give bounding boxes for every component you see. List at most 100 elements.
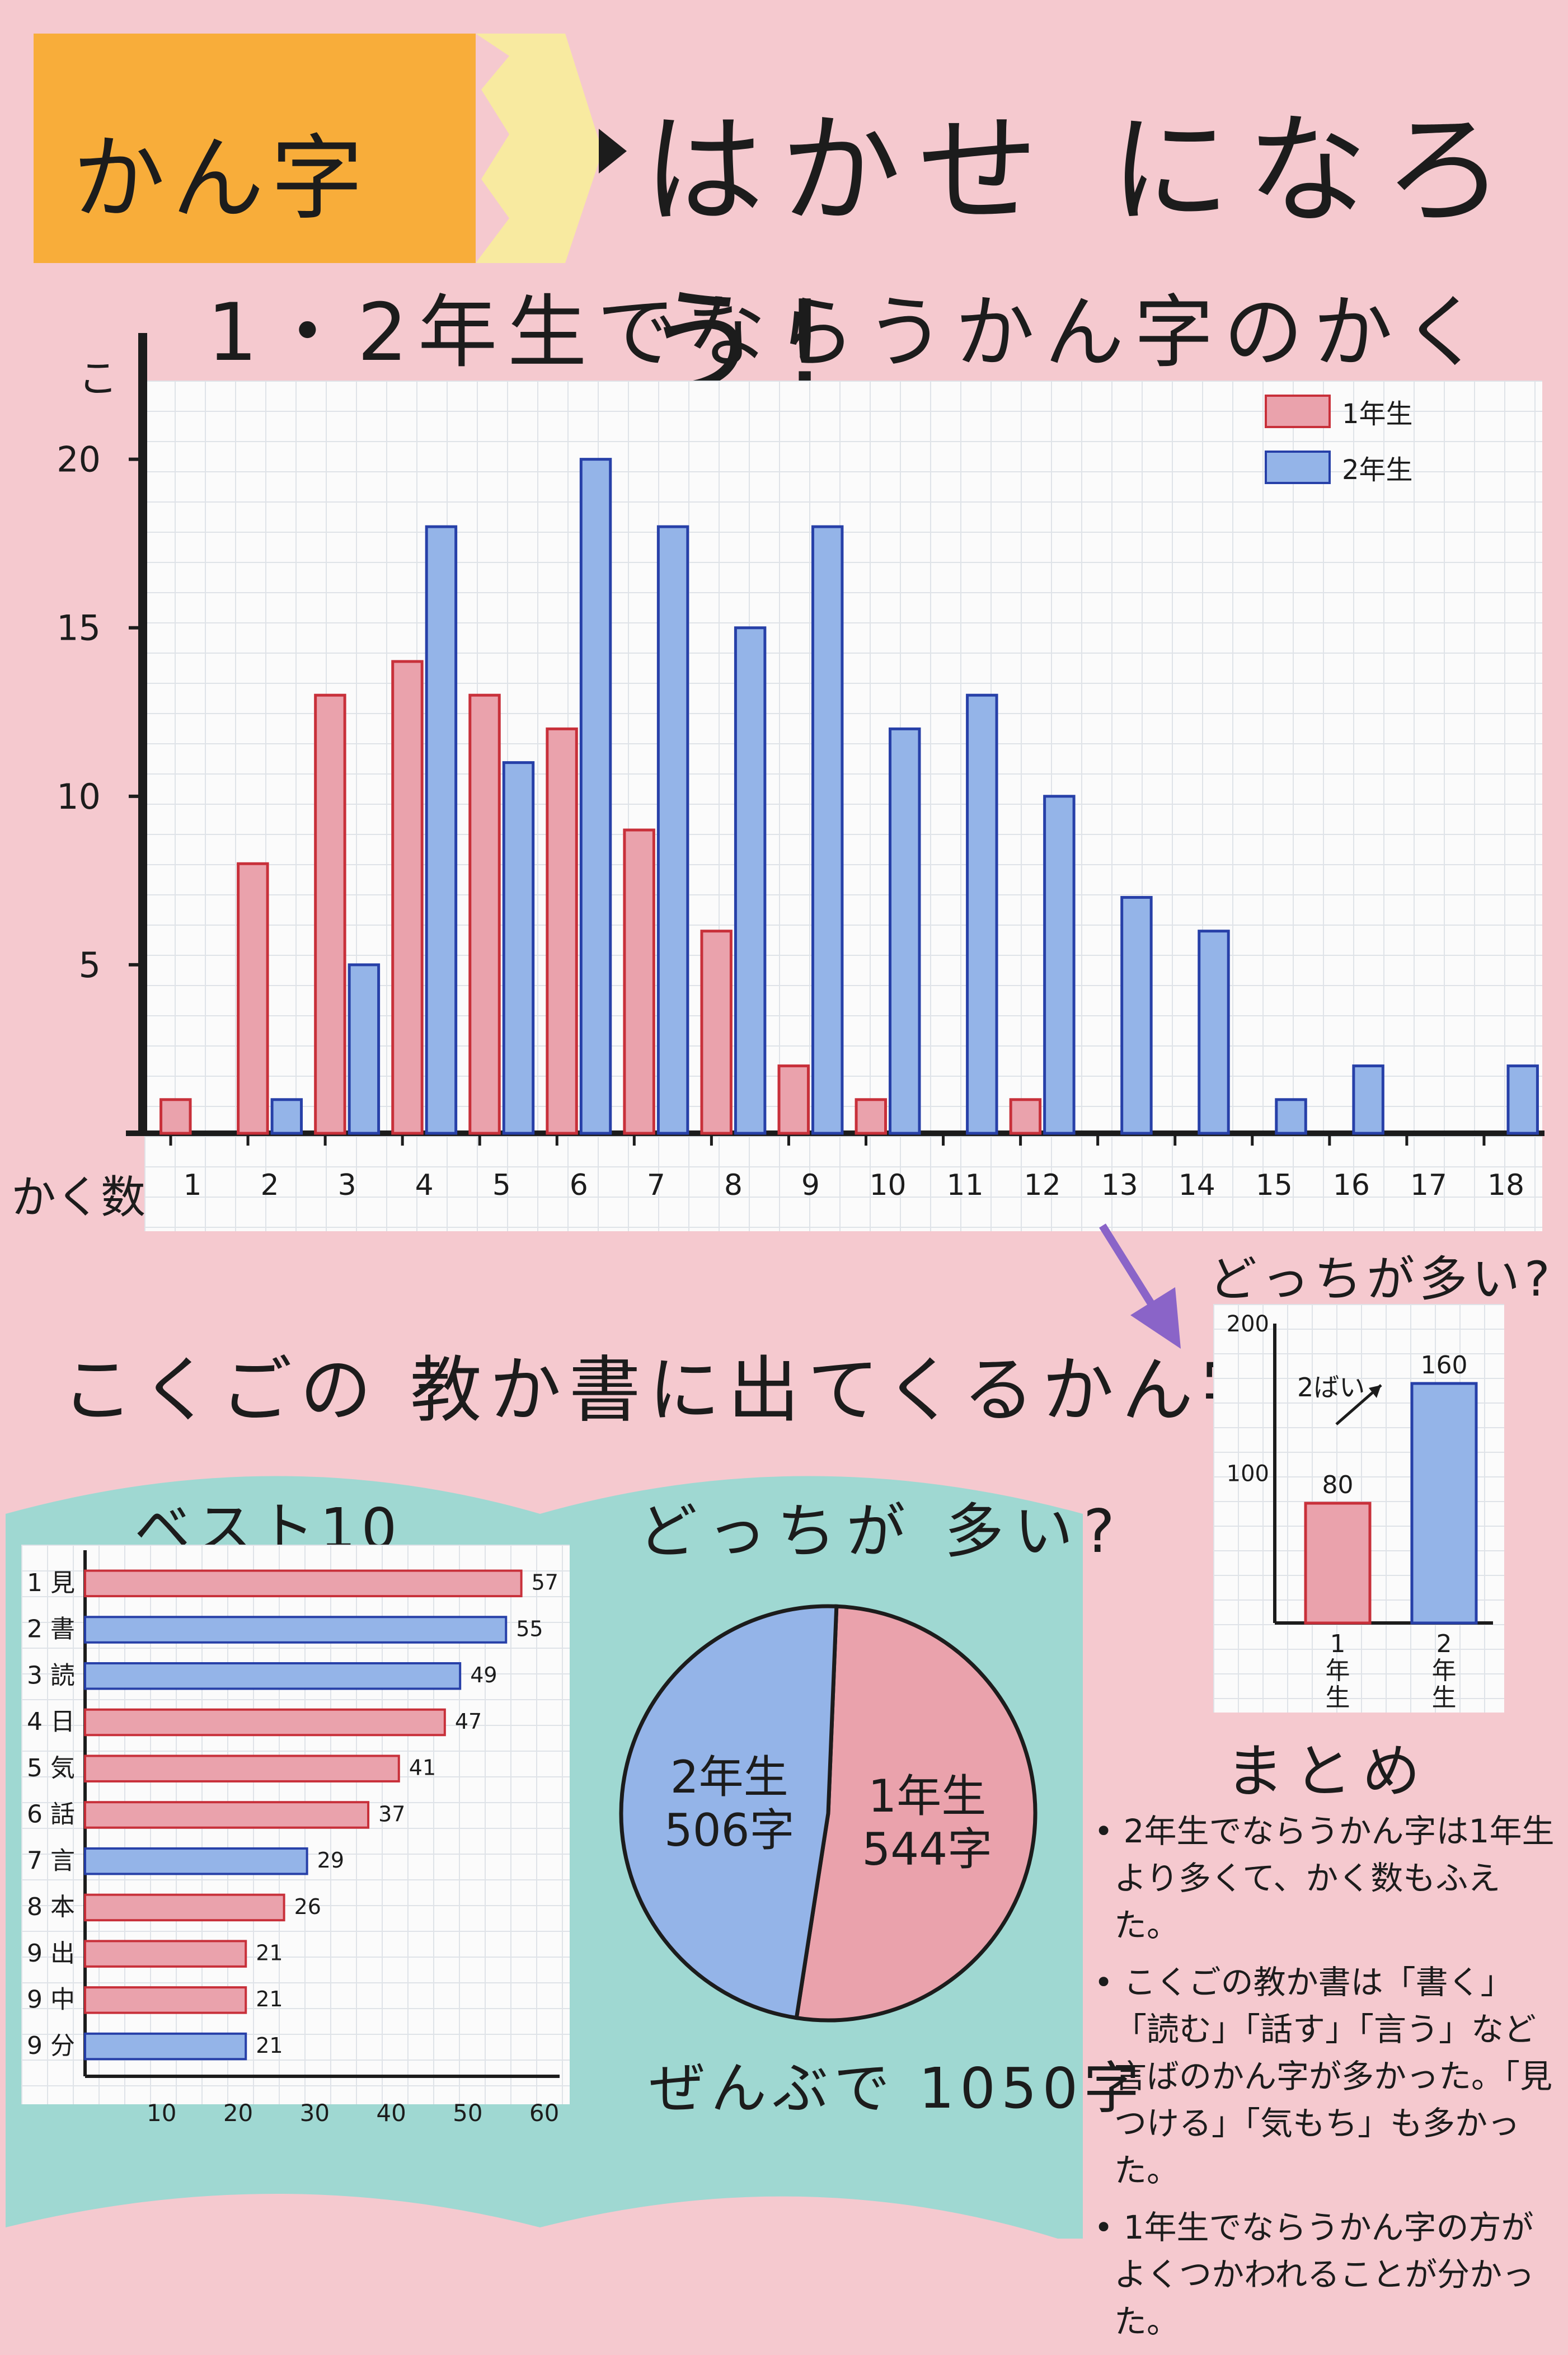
best10-bar <box>84 1801 370 1829</box>
best10-x-tick-label: 40 <box>376 2099 406 2127</box>
best10-bar-chart: 10 20 30 40 50 60 1 見 57 2 書 55 3 読 49 4 日 47 5 気 41 6 話… <box>27 1550 560 2127</box>
title-pencil-text: かん字 <box>73 125 370 232</box>
bar-grade1-4 <box>391 660 424 1135</box>
comparison-bar-1 <box>1304 1502 1372 1625</box>
best10-bar <box>84 1893 285 1922</box>
best10-x-tick-label: 50 <box>453 2099 482 2127</box>
bar-grade1-3 <box>314 693 346 1135</box>
best10-bar <box>84 1708 446 1737</box>
pie-title: どっちが 多い? <box>638 1497 1125 1566</box>
comparison-category-label: 生 <box>1326 1683 1350 1712</box>
best10-category-label: 7 言 <box>27 1846 75 1875</box>
x-tick-label: 5 <box>492 1169 511 1202</box>
bar-grade1-6 <box>546 727 578 1135</box>
legend-label-grade2: 2年生 <box>1342 454 1413 486</box>
best10-bar <box>84 1940 247 1968</box>
bar-grade1-12 <box>1009 1098 1042 1135</box>
bar-grade2-15 <box>1275 1098 1307 1135</box>
bar-grade2-3 <box>348 963 381 1135</box>
summary-title: まとめ <box>1226 1737 1431 1805</box>
bar-grade1-9 <box>777 1064 810 1135</box>
y-tick-label: 10 <box>57 776 101 817</box>
pie-slice-2 <box>619 1604 839 2020</box>
best10-value-label: 21 <box>256 1940 283 1965</box>
best10-bar <box>84 1616 508 1644</box>
comparison-value-label: 160 <box>1421 1351 1468 1380</box>
y-tick-label: 15 <box>57 608 101 649</box>
best10-value-label: 55 <box>516 1616 543 1641</box>
best10-value-label: 49 <box>470 1663 497 1687</box>
best10-x-tick-label: 10 <box>147 2099 176 2127</box>
bar-grade2-5 <box>502 761 535 1135</box>
legend-swatch-grade1 <box>1265 395 1331 428</box>
bar-grade2-16 <box>1352 1064 1384 1135</box>
legend-label-grade1: 1年生 <box>1342 398 1413 430</box>
pie-slice-label: 506字 <box>664 1804 795 1856</box>
summary-item: • 1年生でならうかん字の方がよくつかわれることが分かった。 <box>1094 2208 1535 2340</box>
bar-grade1-5 <box>468 693 501 1135</box>
best10-category-label: 8 本 <box>27 1893 75 1921</box>
bar-grade2-7 <box>656 525 689 1135</box>
x-tick-label: 16 <box>1333 1169 1370 1202</box>
x-tick-label: 17 <box>1410 1169 1447 1202</box>
best10-value-label: 21 <box>256 1987 283 2011</box>
x-tick-label: 9 <box>801 1169 820 1202</box>
main-chart-legend: 1年生 2年生 <box>1265 392 1413 504</box>
bar-grade2-6 <box>579 458 612 1135</box>
pie-slice-label: 1年生 <box>868 1770 986 1822</box>
bar-grade2-9 <box>811 525 844 1135</box>
pie-slice-label: 544字 <box>862 1823 992 1875</box>
bar-grade2-11 <box>966 693 998 1135</box>
summary-list: • 2年生でならうかん字は1年生より多くて、かく数もふえた。 • こくごの教か書… <box>1094 1808 1558 2355</box>
bar-grade2-13 <box>1120 895 1153 1135</box>
pie-total: ぜんぶで 1050字 <box>649 2056 1146 2121</box>
summary-item: • 2年生でならうかん字は1年生より多くて、かく数もふえた。 <box>1094 1812 1555 1944</box>
annotation-arrowhead-icon <box>1369 1385 1381 1398</box>
best10-category-label: 4 日 <box>27 1707 75 1736</box>
comparison-y-tick-label: 200 <box>1227 1311 1269 1337</box>
bar-grade2-10 <box>889 727 921 1135</box>
best10-category-label: 1 見 <box>27 1569 75 1597</box>
comparison-category-label: 生 <box>1432 1683 1457 1712</box>
best10-category-label: 5 気 <box>27 1754 75 1782</box>
bar-grade1-10 <box>855 1098 888 1135</box>
bar-grade1-8 <box>700 930 733 1135</box>
section-heading: こくごの 教か書に出てくるかん字 <box>62 1349 1281 1432</box>
best10-x-tick-label: 30 <box>300 2099 330 2127</box>
x-tick-label: 11 <box>946 1169 983 1202</box>
comparison-annotation: 2ばい <box>1297 1372 1365 1402</box>
y-axis-unit: こ <box>78 355 118 401</box>
y-tick-label: 5 <box>79 945 101 986</box>
best10-bar <box>84 1569 523 1598</box>
best10-bar <box>84 2032 247 2061</box>
best10-category-label: 3 読 <box>27 1661 75 1690</box>
pencil-tip <box>599 129 627 173</box>
x-tick-label: 2 <box>261 1169 279 1202</box>
best10-value-label: 41 <box>409 1756 436 1780</box>
best10-bar <box>84 1754 400 1782</box>
best10-category-label: 6 話 <box>27 1800 75 1829</box>
pencil-wood <box>476 34 616 263</box>
best10-value-label: 47 <box>455 1709 482 1734</box>
x-tick-label: 3 <box>338 1169 356 1202</box>
best10-value-label: 26 <box>294 1894 321 1919</box>
bar-grade2-18 <box>1506 1064 1539 1135</box>
pencil-title-banner <box>34 34 627 263</box>
best10-value-label: 37 <box>378 1802 405 1826</box>
comparison-category-label: 年 <box>1432 1657 1457 1685</box>
best10-bar <box>84 1847 308 1875</box>
comparison-value-label: 80 <box>1322 1471 1354 1499</box>
x-tick-label: 6 <box>570 1169 588 1202</box>
x-axis-label: かく数 <box>11 1171 145 1223</box>
bar-grade2-4 <box>425 525 458 1135</box>
bar-grade2-8 <box>734 626 767 1135</box>
pie-slice-1 <box>794 1604 1037 2023</box>
legend-item-grade1: 1年生 <box>1265 392 1413 431</box>
pencil-body <box>34 34 476 263</box>
best10-value-label: 29 <box>317 1848 344 1873</box>
comparison-title: どっちが多い? <box>1209 1251 1555 1307</box>
best10-bar <box>84 1662 462 1690</box>
